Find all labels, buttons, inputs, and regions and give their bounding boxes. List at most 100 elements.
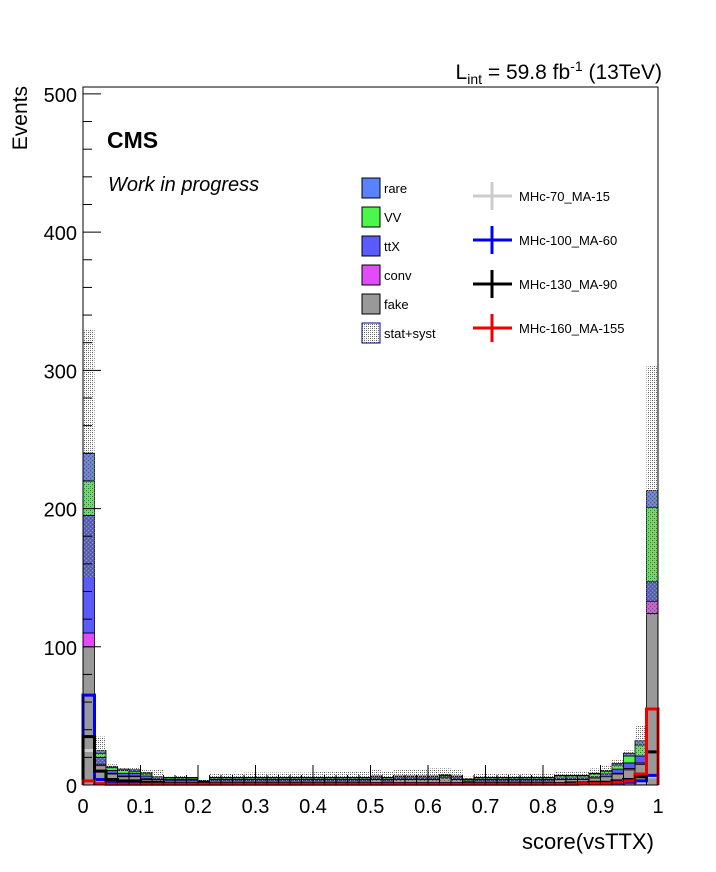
uncertainty-bin-2 xyxy=(106,764,118,769)
x-axis-label: score(vsTTX) xyxy=(522,829,654,854)
uncertainty-bin-46 xyxy=(612,760,624,768)
uncertainty-bin-21 xyxy=(324,771,336,784)
uncertainty-bin-13 xyxy=(232,773,244,781)
uncertainty-bin-28 xyxy=(405,769,417,783)
uncertainty-bin-38 xyxy=(520,773,532,781)
uncertainty-bin-16 xyxy=(267,772,279,783)
experiment-label: CMS xyxy=(107,127,158,153)
uncertainty-bin-17 xyxy=(278,772,290,783)
x-tick-label: 0.5 xyxy=(357,796,385,818)
uncertainty-bin-26 xyxy=(382,771,394,784)
lumi-mid: = 59.8 fb xyxy=(482,61,570,84)
uncertainty-bin-23 xyxy=(347,771,359,784)
bar-ttx-48 xyxy=(634,755,647,764)
x-tick-label: 0.6 xyxy=(414,796,442,818)
uncertainty-bin-7 xyxy=(163,776,175,779)
x-tick-label: 0.4 xyxy=(299,796,327,818)
uncertainty-bin-6 xyxy=(152,769,164,784)
lumi-label: Lint = 59.8 fb-1 (13TeV) xyxy=(456,58,662,87)
stacked-bars xyxy=(82,452,659,786)
uncertainty-bin-20 xyxy=(313,771,325,784)
y-tick-label: 400 xyxy=(44,223,77,245)
y-tick-label: 300 xyxy=(44,361,77,383)
y-tick-label: 100 xyxy=(44,638,77,660)
uncertainty-bin-11 xyxy=(209,773,221,781)
lumi-sub: int xyxy=(467,71,482,87)
uncertainty-bin-36 xyxy=(497,773,509,781)
uncertainty-bin-32 xyxy=(451,769,463,783)
uncertainty-bin-5 xyxy=(140,769,152,776)
x-tick-label: 0.2 xyxy=(184,796,212,818)
lumi-sup: -1 xyxy=(570,58,583,74)
axes: 0 0.1 0.2 0.3 0.4 0.5 0.6 0.7 0.8 0.9 1 0 100 200 300 4… xyxy=(44,85,664,818)
legend-signal-label-0: MHc-70_MA-15 xyxy=(519,189,610,204)
x-tick-label: 0.1 xyxy=(127,796,155,818)
legend-swatch-2 xyxy=(361,235,381,257)
legend-swatch-5 xyxy=(361,322,381,344)
y-tick-label: 0 xyxy=(66,776,77,798)
uncertainty-bin-49 xyxy=(646,366,658,615)
y-tick-label: 200 xyxy=(44,500,77,522)
status-label: Work in progress xyxy=(108,174,259,196)
uncertainty-bin-43 xyxy=(577,771,589,780)
uncertainty-bin-4 xyxy=(129,767,141,773)
uncertainty-bin-34 xyxy=(474,773,486,781)
uncertainty-bin-25 xyxy=(370,769,382,783)
uncertainty-bin-8 xyxy=(175,775,187,780)
x-tick-label: 0.9 xyxy=(587,796,615,818)
lumi-suffix: (13TeV) xyxy=(583,61,662,84)
bar-ttx-4 xyxy=(128,772,141,777)
uncertainty-bin-37 xyxy=(508,773,520,781)
bar-vv-47 xyxy=(623,755,636,764)
uncertainty-bin-18 xyxy=(290,772,302,783)
y-tick-label: 500 xyxy=(44,85,77,107)
uncertainty-band xyxy=(83,328,658,784)
bar-ttx-5 xyxy=(140,775,153,780)
uncertainty-bin-47 xyxy=(623,750,635,756)
uncertainty-bin-19 xyxy=(301,772,313,783)
signal-line-3 xyxy=(81,707,660,786)
uncertainty-bin-35 xyxy=(485,773,497,781)
uncertainty-bin-22 xyxy=(336,771,348,784)
uncertainty-bin-12 xyxy=(221,773,233,781)
bar-ttx-47 xyxy=(623,762,636,769)
bar-fake-0 xyxy=(82,646,95,786)
legend-label-4: fake xyxy=(384,297,409,312)
x-tick-label: 0.3 xyxy=(242,796,270,818)
uncertainty-bin-24 xyxy=(359,771,371,784)
bar-ttx-46 xyxy=(611,768,624,774)
x-tick-label: 0 xyxy=(77,796,88,818)
legend-label-2: ttX xyxy=(384,239,400,254)
uncertainty-bin-30 xyxy=(428,768,440,784)
legend-label-3: conv xyxy=(384,268,412,283)
bar-ttx-3 xyxy=(117,772,130,777)
legend: rare VV ttX conv fake stat+syst MHc-70_MA-15 MH… xyxy=(361,177,625,344)
legend-swatch-0 xyxy=(361,177,381,199)
legend-swatch-3 xyxy=(361,264,381,286)
legend-signal-label-1: MHc-100_MA-60 xyxy=(519,233,617,248)
y-axis-label: Events xyxy=(9,86,32,150)
bar-rare-9 xyxy=(186,776,199,779)
uncertainty-bin-48 xyxy=(635,725,647,756)
x-tick-label: 1 xyxy=(652,796,663,818)
uncertainty-bin-39 xyxy=(531,773,543,781)
uncertainty-bin-41 xyxy=(554,771,566,780)
uncertainty-bin-29 xyxy=(416,769,428,783)
x-tick-label: 0.8 xyxy=(529,796,557,818)
uncertainty-bin-10 xyxy=(198,779,210,782)
legend-swatch-1 xyxy=(361,206,381,228)
legend-swatch-4 xyxy=(361,293,381,315)
bar-fake-49 xyxy=(646,613,659,786)
uncertainty-bin-1 xyxy=(94,736,106,765)
bar-ttx-2 xyxy=(105,770,118,774)
legend-signal-label-2: MHc-130_MA-90 xyxy=(519,277,617,292)
uncertainty-bin-3 xyxy=(117,767,129,772)
uncertainty-bin-14 xyxy=(244,772,256,783)
uncertainty-bin-15 xyxy=(255,772,267,783)
lumi-prefix: L xyxy=(456,61,468,84)
bar-fake-1 xyxy=(94,765,107,786)
uncertainty-bin-31 xyxy=(439,768,451,781)
legend-signal-label-3: MHc-160_MA-155 xyxy=(519,321,625,336)
uncertainty-bin-40 xyxy=(543,773,555,781)
